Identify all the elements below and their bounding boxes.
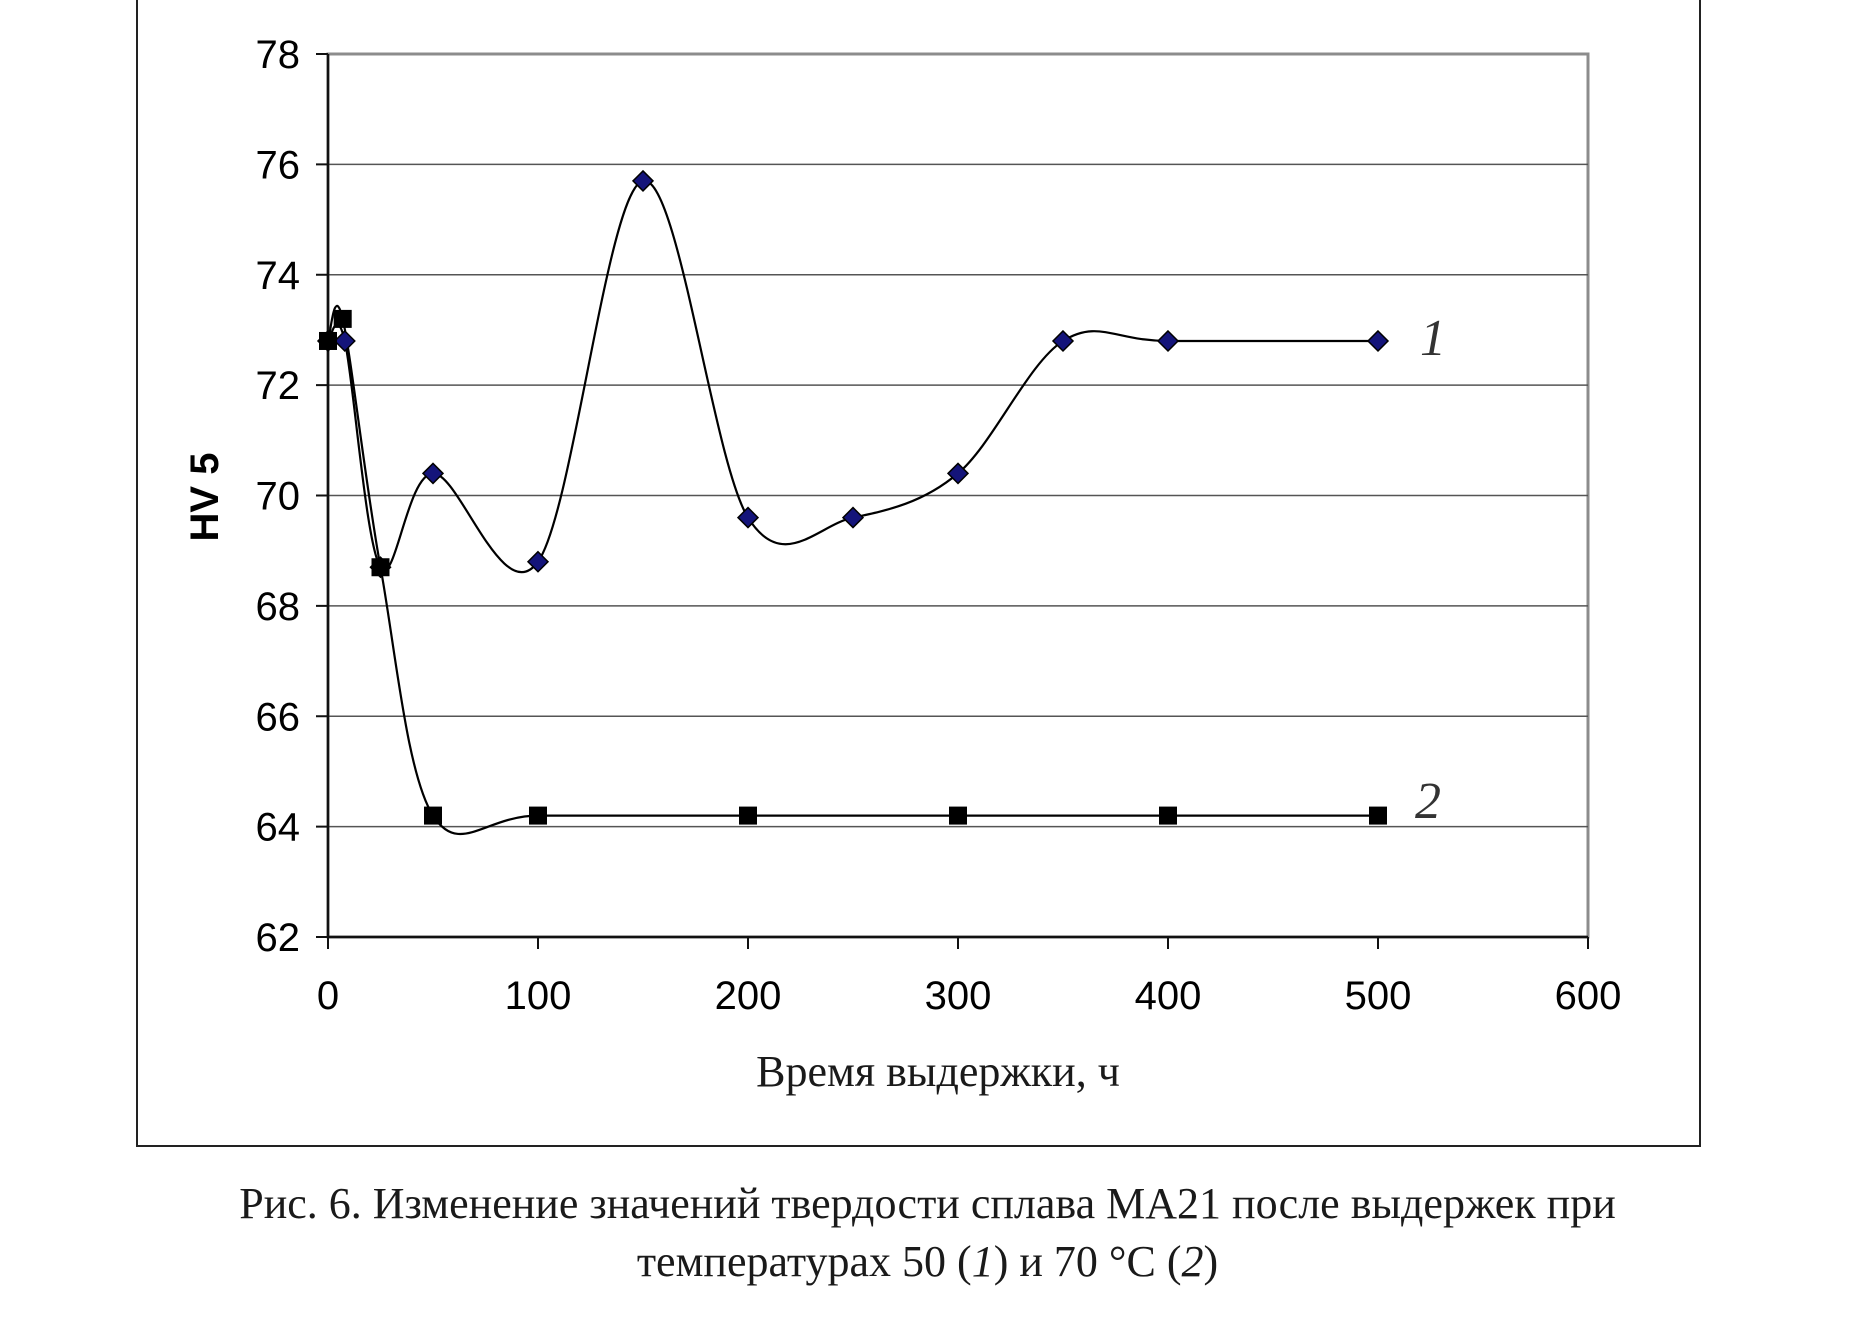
series-1-point xyxy=(736,506,760,529)
series-1-point xyxy=(841,506,865,529)
y-axis-label: HV 5 xyxy=(183,453,227,542)
y-tick-label: 76 xyxy=(256,143,301,187)
series-1-point xyxy=(333,329,356,353)
series-1-point xyxy=(946,462,970,485)
y-tick-label: 78 xyxy=(256,33,301,77)
series-2-point xyxy=(424,806,442,825)
series-2-point xyxy=(529,806,547,825)
series-1-point xyxy=(421,462,445,485)
y-tick-label: 68 xyxy=(256,585,301,629)
series-1-label: 1 xyxy=(1420,310,1446,367)
series-2-point xyxy=(949,806,967,825)
gridlines xyxy=(328,163,1588,828)
x-tick-label: 200 xyxy=(715,974,782,1018)
caption-text-post: ) xyxy=(1203,1237,1219,1286)
y-tick-label: 72 xyxy=(256,364,301,408)
caption-series-1-ref: 1 xyxy=(971,1237,994,1286)
y-tick-label: 66 xyxy=(256,695,301,739)
x-tick-label: 300 xyxy=(925,974,992,1018)
y-tick-label: 74 xyxy=(256,254,301,298)
x-tick-label: 600 xyxy=(1555,974,1622,1018)
series-1-point xyxy=(1156,329,1180,353)
x-tick-label: 500 xyxy=(1345,974,1412,1018)
series-1-point xyxy=(526,550,550,573)
series-1-point xyxy=(1366,329,1390,353)
caption-text-mid: ) и 70 °С ( xyxy=(993,1237,1182,1286)
series-2-label: 2 xyxy=(1415,773,1441,830)
series-2-point xyxy=(739,806,757,825)
series-2-point xyxy=(1159,806,1177,825)
series-2-line xyxy=(326,305,1378,836)
y-tick-label: 70 xyxy=(256,475,301,519)
caption-series-2-ref: 2 xyxy=(1181,1237,1204,1286)
series-markers xyxy=(316,169,1390,825)
series-1-point xyxy=(1051,329,1075,353)
x-tick-label: 0 xyxy=(317,974,339,1018)
caption-text-pre: температурах 50 ( xyxy=(636,1237,972,1286)
series-2-point xyxy=(1369,806,1387,825)
figure-caption-line1: Рис. 6. Изменение значений твердости спл… xyxy=(239,1179,1616,1228)
series-1-point xyxy=(631,169,655,192)
chart-frame xyxy=(136,0,1701,1147)
axes xyxy=(316,53,1589,949)
x-axis-label: Время выдержки, ч xyxy=(756,1047,1120,1096)
y-tick-label: 62 xyxy=(256,916,301,960)
tick-labels: 62 64 66 68 70 72 74 76 78 0 100 200 300 400 500 600 xyxy=(256,33,1622,1018)
series-2-point xyxy=(319,331,337,350)
figure-caption-line2: температурах 50 (1) и 70 °С (2) xyxy=(0,1233,1855,1291)
series-2-point xyxy=(371,558,390,577)
y-tick-label: 64 xyxy=(256,806,301,850)
x-tick-label: 400 xyxy=(1135,974,1202,1018)
x-tick-label: 100 xyxy=(505,974,572,1018)
series-2-point xyxy=(333,309,352,328)
